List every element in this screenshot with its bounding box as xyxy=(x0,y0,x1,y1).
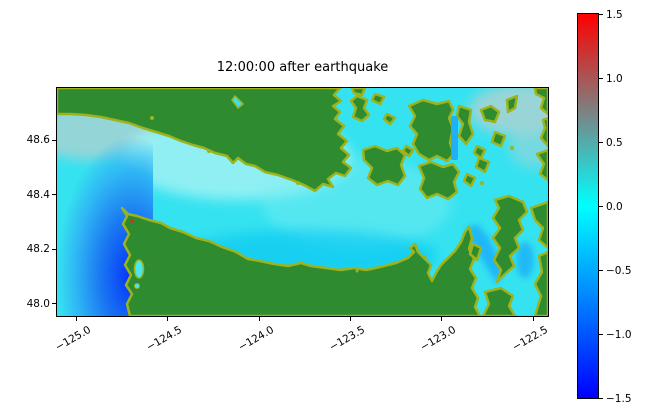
olympic-peninsula-landmass xyxy=(120,206,482,316)
lake-ozette xyxy=(133,259,145,279)
x-tick-label: −125.0 xyxy=(53,323,93,354)
colorbar xyxy=(577,13,599,399)
colorbar-tick-mark xyxy=(599,14,603,15)
whidbey-and-southeast-land xyxy=(468,194,548,316)
colorbar-tick-mark xyxy=(599,206,603,207)
colorbar-tick-label: −1.5 xyxy=(606,392,632,405)
admiralty-inlet-channel xyxy=(467,224,503,284)
tsunami-map xyxy=(57,88,548,316)
channels-under xyxy=(467,224,534,284)
coastal-inlet xyxy=(231,94,245,110)
x-tick-label: −124.0 xyxy=(236,323,276,354)
x-tick-mark xyxy=(76,317,77,321)
y-tick-mark xyxy=(52,194,56,195)
small-lake xyxy=(134,283,140,289)
colorbar-tick-label: 1.5 xyxy=(606,8,623,21)
map-axes xyxy=(56,87,549,317)
colorbar-tick-label: 1.0 xyxy=(606,72,623,85)
san-juan-islands xyxy=(349,88,519,201)
y-tick-label: 48.2 xyxy=(26,243,50,255)
colorbar-tick-label: 0.0 xyxy=(606,200,623,213)
vancouver-island-landmass xyxy=(57,88,353,193)
x-tick-label: −122.5 xyxy=(510,323,550,354)
colorbar-tick-mark xyxy=(599,78,603,79)
y-tick-mark xyxy=(52,248,56,250)
east-sound-channel xyxy=(451,116,458,160)
shoreline-shoals xyxy=(150,116,514,273)
red-wetdry-artifact xyxy=(130,219,133,223)
y-tick-mark xyxy=(52,303,56,304)
map-details xyxy=(130,94,514,289)
y-tick-mark xyxy=(52,139,56,141)
x-tick-label: −124.5 xyxy=(144,323,185,354)
saratoga-passage-channel xyxy=(516,242,534,278)
colorbar-tick-mark xyxy=(599,270,603,271)
plot-title: 12:00:00 after earthquake xyxy=(216,60,389,75)
y-tick-label: 48.0 xyxy=(26,297,50,310)
x-tick-mark xyxy=(441,317,443,321)
colorbar-tick-mark xyxy=(599,398,603,399)
land-masses xyxy=(57,88,548,316)
y-tick-label: 48.4 xyxy=(26,188,50,201)
x-tick-label: −123.0 xyxy=(418,323,459,354)
colorbar-tick-mark xyxy=(599,142,603,143)
x-tick-label: −123.5 xyxy=(327,323,367,354)
x-tick-mark xyxy=(167,317,169,321)
colorbar-tick-mark xyxy=(599,334,603,335)
colorbar-tick-label: −0.5 xyxy=(606,264,632,277)
x-tick-mark xyxy=(532,317,534,321)
colorbar-tick-label: −1.0 xyxy=(606,328,632,341)
y-tick-label: 48.6 xyxy=(26,134,50,146)
x-tick-mark xyxy=(350,317,351,321)
colorbar-tick-label: 0.5 xyxy=(606,136,623,149)
northeast-mainland xyxy=(533,88,548,182)
x-tick-mark xyxy=(258,317,260,321)
